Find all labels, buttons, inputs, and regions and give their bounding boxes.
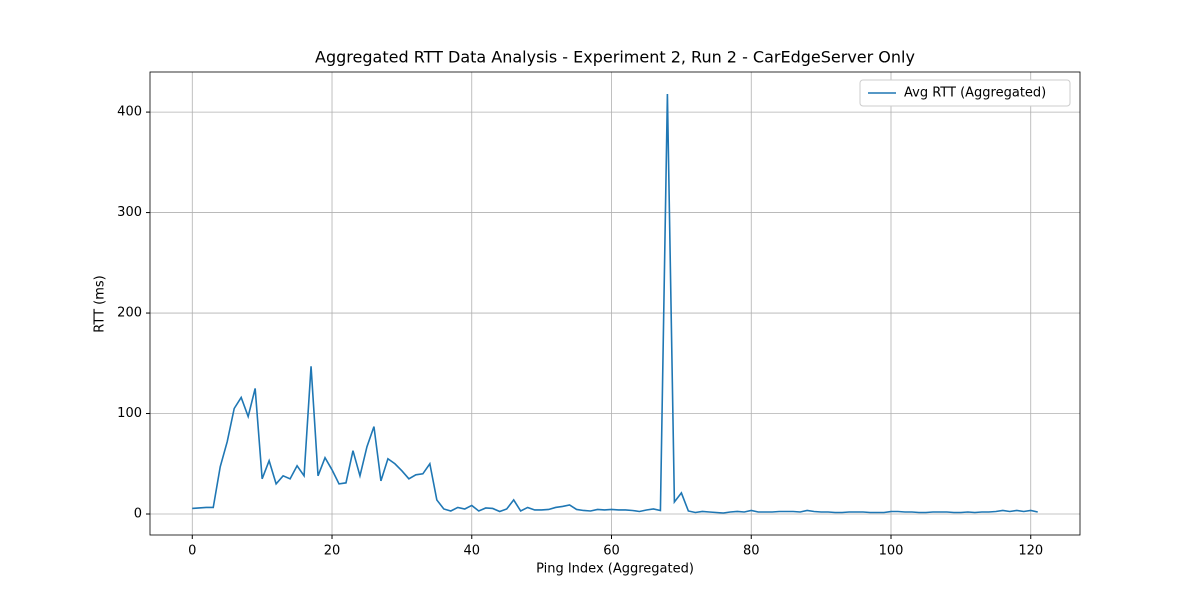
line-series <box>192 93 1038 514</box>
x-tick-label: 100 <box>879 544 904 559</box>
legend-label: Avg RTT (Aggregated) <box>904 86 1046 101</box>
x-tick-label: 60 <box>603 544 620 559</box>
x-tick-label: 80 <box>743 544 760 559</box>
x-axis-label: Ping Index (Aggregated) <box>536 562 694 577</box>
y-axis-label: RTT (ms) <box>93 275 108 332</box>
x-tick-label: 0 <box>188 544 196 559</box>
legend-box <box>859 79 1071 107</box>
y-tick-label: 0 <box>134 507 142 522</box>
y-tick-label: 100 <box>117 406 142 421</box>
x-tick-label: 20 <box>324 544 341 559</box>
y-tick-label: 400 <box>117 105 142 120</box>
x-tick-label: 40 <box>463 544 480 559</box>
y-tick-label: 300 <box>117 205 142 220</box>
chart-title: Aggregated RTT Data Analysis - Experimen… <box>315 48 915 67</box>
plot-frame <box>149 71 1081 536</box>
y-tick-label: 200 <box>117 306 142 321</box>
x-tick-label: 120 <box>1018 544 1043 559</box>
